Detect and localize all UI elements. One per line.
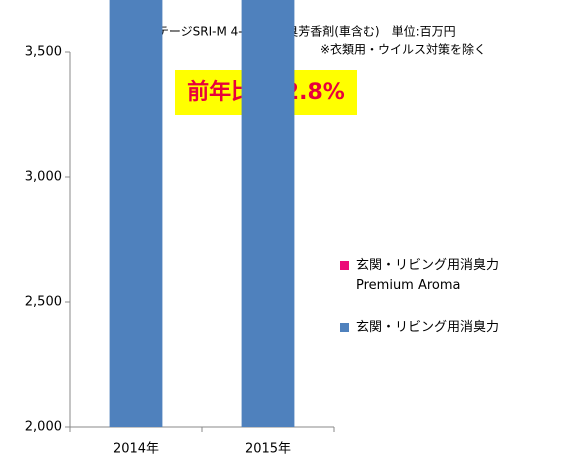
x-tick-label: 2015年	[245, 442, 291, 457]
legend-swatch	[340, 323, 349, 332]
chart-note: ※衣類用・ウイルス対策を除く	[320, 42, 486, 57]
y-tick-label: 3,000	[25, 170, 62, 185]
legend-item: 玄関・リビング用消臭力	[340, 318, 499, 338]
legend-label: 玄関・リビング用消臭力	[356, 320, 500, 335]
legend-item: 玄関・リビング用消臭力 Premium Aroma	[340, 256, 499, 296]
y-tick-label: 2,000	[25, 420, 62, 435]
y-tick-label: 2,500	[25, 295, 62, 310]
legend-label: 玄関・リビング用消臭力 Premium Aroma	[356, 258, 500, 293]
legend: 玄関・リビング用消臭力 Premium Aroma 玄関・リビング用消臭力	[340, 256, 499, 360]
legend-swatch	[340, 261, 349, 270]
bar-segment	[109, 0, 163, 427]
bar-segment	[241, 0, 295, 427]
y-tick-label: 3,500	[25, 45, 62, 60]
x-tick-label: 2014年	[113, 442, 159, 457]
